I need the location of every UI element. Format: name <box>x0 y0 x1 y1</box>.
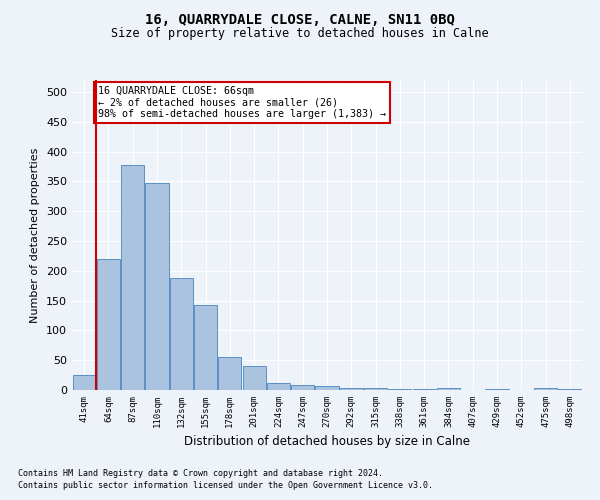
Bar <box>97 259 120 390</box>
Bar <box>316 386 338 390</box>
Bar <box>340 388 363 390</box>
Bar <box>437 388 460 390</box>
Text: Contains HM Land Registry data © Crown copyright and database right 2024.: Contains HM Land Registry data © Crown c… <box>18 468 383 477</box>
Text: Size of property relative to detached houses in Calne: Size of property relative to detached ho… <box>111 28 489 40</box>
Bar <box>121 164 144 390</box>
Bar <box>194 304 217 390</box>
Text: Contains public sector information licensed under the Open Government Licence v3: Contains public sector information licen… <box>18 481 433 490</box>
Bar <box>218 357 241 390</box>
Y-axis label: Number of detached properties: Number of detached properties <box>31 148 40 322</box>
Bar <box>364 388 387 390</box>
Bar <box>73 375 95 390</box>
Bar <box>485 389 509 390</box>
X-axis label: Distribution of detached houses by size in Calne: Distribution of detached houses by size … <box>184 436 470 448</box>
Bar <box>267 383 290 390</box>
Bar <box>291 385 314 390</box>
Text: 16, QUARRYDALE CLOSE, CALNE, SN11 0BQ: 16, QUARRYDALE CLOSE, CALNE, SN11 0BQ <box>145 12 455 26</box>
Bar <box>170 278 193 390</box>
Bar <box>145 183 169 390</box>
Text: 16 QUARRYDALE CLOSE: 66sqm
← 2% of detached houses are smaller (26)
98% of semi-: 16 QUARRYDALE CLOSE: 66sqm ← 2% of detac… <box>97 86 386 119</box>
Bar <box>534 388 557 390</box>
Bar <box>388 389 412 390</box>
Bar <box>242 366 266 390</box>
